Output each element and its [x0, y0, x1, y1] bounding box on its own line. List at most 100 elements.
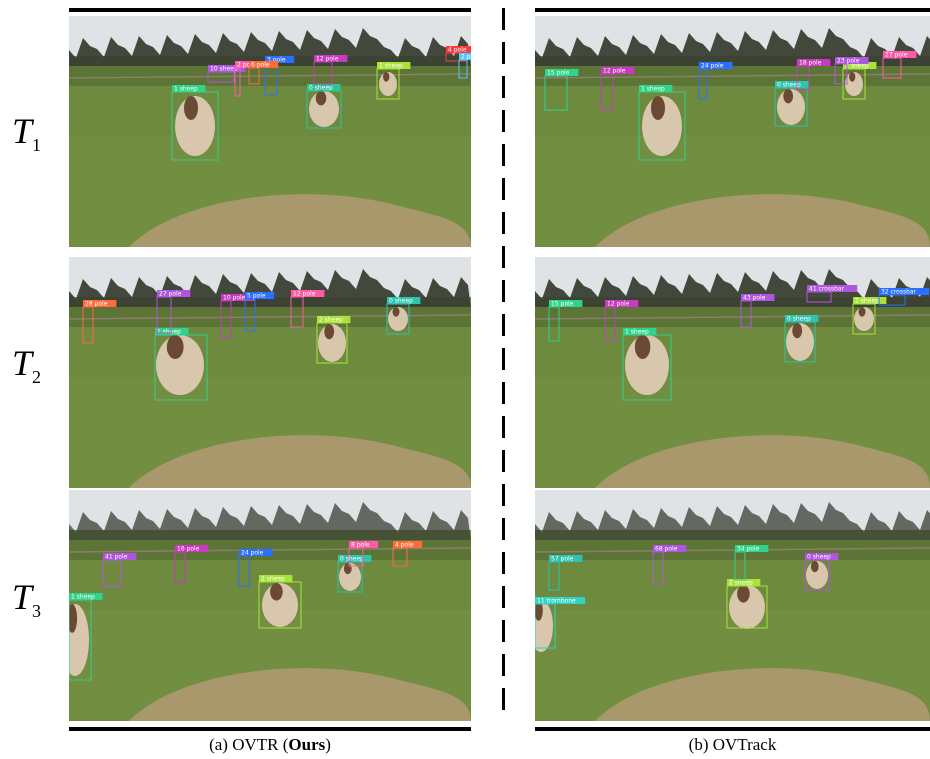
tracking-box: 0 sheep: [774, 81, 809, 127]
tracking-box: 0 sheep: [804, 553, 839, 591]
tracking-box: 12 pole: [600, 67, 635, 111]
tracking-box: 68 pole: [652, 545, 687, 585]
panel-ovtr-t3: 1 sheep 2 sheep 0 sheep 41 pole 16 pole 24 po…: [69, 490, 471, 721]
tracking-box: 2 sheep: [258, 575, 302, 629]
scene-background: [69, 257, 471, 488]
tracking-box: 23 pole: [834, 57, 869, 85]
tracking-box: 27 pole: [882, 51, 917, 79]
caption-ovtr: (a) OVTR (Ours): [209, 735, 331, 754]
tracking-box-label: 2 sheep: [845, 63, 869, 70]
panel-ovtrack-t1: 1 sheep 0 sheep 2 sheep 15 pole 12 pole 24 po…: [535, 16, 930, 247]
tracking-box-label: 0 sheep: [777, 82, 801, 89]
tracking-box: 15 pole: [544, 69, 579, 111]
caption-ovtrack: (b) OVTrack: [688, 735, 777, 754]
tracking-box-label: 10 sheep: [210, 66, 238, 73]
tracking-box-label: 1 sheep: [625, 329, 649, 336]
tracking-box: 0 sheep: [306, 84, 342, 129]
tracking-box: 0 sheep: [386, 297, 421, 335]
tracking-box: 10 pole: [220, 294, 255, 338]
tracking-box: 41 pole: [102, 553, 137, 587]
scene-ovtrack-t3: 2 sheep 0 sheep 57 pole 68 pole 11 trombone 3…: [535, 490, 930, 721]
tracking-box-label: 1 sheep: [379, 63, 403, 70]
tracking-box: 16 pole: [174, 545, 209, 583]
sheep-1: [729, 585, 765, 629]
tracking-box-label: 57 pole: [551, 556, 574, 563]
tracking-box: 24 pole: [698, 62, 733, 100]
tracking-box: 6 pole: [248, 61, 279, 85]
tracking-box-label: 16 pole: [177, 546, 200, 553]
tracking-box-label: 6 pole: [251, 62, 270, 69]
scene-background: [69, 16, 471, 247]
tracking-box-label: 1 sheep: [641, 86, 665, 93]
tracking-box-label: 23 pole: [837, 58, 860, 65]
tracking-box-label: 15 pole: [547, 70, 570, 77]
tracking-box: 4 pole: [392, 541, 423, 567]
tracking-box-label: 41 pole: [105, 554, 128, 561]
tracking-box: 11 trombone: [535, 597, 586, 649]
panel-ovtrack-t2: 1 sheep 0 sheep 2 sheep 41 crossbar 15 pole 1…: [535, 257, 930, 488]
tracking-box: 1 sheep: [154, 328, 208, 401]
tracking-box-label: 0 sheep: [807, 554, 831, 561]
tracking-box-label: 18 pole: [799, 60, 822, 67]
sheep-0: [156, 335, 204, 395]
tracking-box: 28 pole: [82, 300, 117, 344]
tracking-box-label: 5 pole: [247, 293, 266, 300]
tracking-box-label: 15 pole: [551, 301, 574, 308]
tracking-box: 2 sheep: [852, 297, 887, 335]
sheep-2: [379, 72, 397, 96]
tracking-box: 1 sheep: [638, 85, 686, 161]
tracking-box-label: 24 pole: [701, 63, 724, 70]
row-label-t3: T3: [12, 577, 42, 622]
bottom-rule-left: [69, 727, 471, 731]
tracking-box-label: 2 sheep: [261, 576, 285, 583]
tracking-box-label: 1 sheep: [71, 594, 95, 601]
tracking-box-label: 2 sheep: [729, 580, 753, 587]
tracking-box-label: 12 pole: [607, 301, 630, 308]
tracking-box-label: 12 pole: [316, 56, 339, 63]
tracking-box: 32 crossbar: [878, 288, 930, 306]
bottom-rule-right: [535, 727, 930, 731]
tracking-box: 1 sheep: [622, 328, 672, 401]
panel-ovtrack-t3: 2 sheep 0 sheep 57 pole 68 pole 11 trombone 3…: [535, 490, 930, 721]
tracking-box-label: 43 pole: [743, 295, 766, 302]
tracking-box-label: 2 sheep: [319, 317, 343, 324]
tracking-box-label: 27 pole: [885, 52, 908, 59]
scene-ovtr-t2: 1 sheep 2 sheep 0 sheep 27 pole 10 pole 5 pol…: [69, 257, 471, 488]
tracking-box: 0 sheep: [337, 555, 372, 593]
sheep-1: [262, 583, 298, 627]
tracking-box-label: 0 sheep: [389, 298, 413, 305]
sheep-2: [388, 307, 408, 331]
tracking-box: 34 pole: [734, 545, 769, 581]
tracking-box: 41 crossbar: [806, 285, 858, 303]
sheep-1: [309, 91, 339, 127]
panel-ovtr-t2: 1 sheep 2 sheep 0 sheep 27 pole 10 pole 5 pol…: [69, 257, 471, 488]
tracking-box: 27 pole: [156, 290, 191, 334]
row-label-t2: T2: [12, 343, 42, 388]
tracking-box-label: 3 pole: [267, 57, 286, 64]
tracking-box-label: 12 pole: [603, 68, 626, 75]
tracking-box: 1 sheep: [69, 593, 103, 681]
tracking-box-label: 2 sheep: [855, 298, 879, 305]
sheep-1: [777, 89, 805, 125]
tracking-box: 5 pole: [244, 292, 275, 332]
tracking-box-label: 0 sheep: [787, 316, 811, 323]
top-rule-right: [535, 8, 930, 12]
tracking-box-label: 8 pole: [351, 542, 370, 549]
tracking-box: 0 sheep: [784, 315, 819, 363]
tracking-box: 8 pole: [348, 541, 379, 567]
top-rule-left: [69, 8, 471, 12]
tracking-box: 10 sheep: [207, 65, 246, 83]
tracking-box-label: 1 sheep: [174, 86, 198, 93]
tracking-box: 1 sheep: [376, 62, 411, 100]
sheep-2: [806, 561, 828, 589]
sheep-2: [339, 563, 361, 591]
tracking-box-label: 24 pole: [241, 550, 264, 557]
column-separator: [502, 8, 505, 720]
tracking-box-label: 0 sheep: [340, 556, 364, 563]
sheep-1: [786, 323, 814, 361]
row-label-t1: T1: [12, 111, 42, 156]
tracking-box: 2 pole: [458, 53, 471, 79]
tracking-box-label: 41 crossbar: [809, 286, 845, 293]
tracking-box: 12 pole: [313, 55, 348, 85]
sheep-0: [69, 604, 89, 676]
